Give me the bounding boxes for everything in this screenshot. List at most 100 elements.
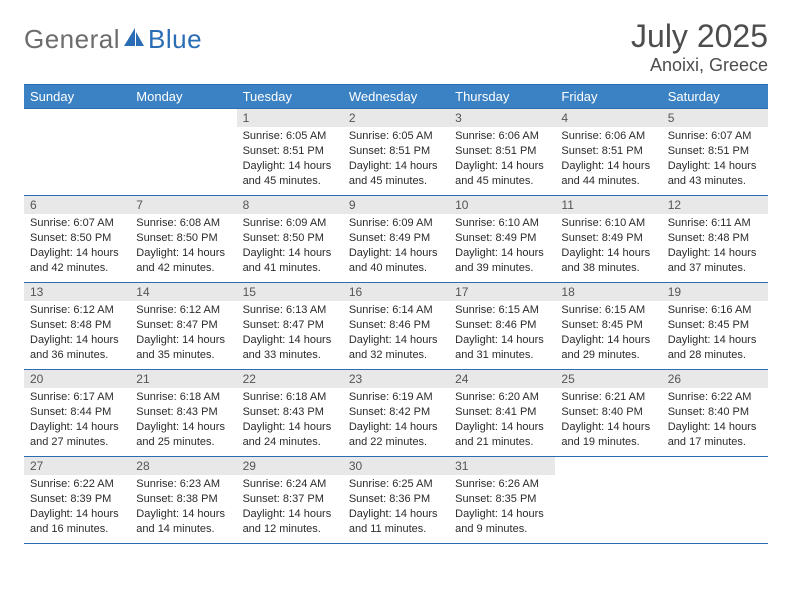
sunset-text: Sunset: 8:46 PM: [349, 318, 443, 333]
calendar-cell: 11Sunrise: 6:10 AMSunset: 8:49 PMDayligh…: [555, 196, 661, 283]
sunrise-text: Sunrise: 6:16 AM: [668, 303, 762, 318]
day-number: 12: [662, 196, 768, 214]
sunset-text: Sunset: 8:43 PM: [243, 405, 337, 420]
day-content: Sunrise: 6:23 AMSunset: 8:38 PMDaylight:…: [130, 475, 236, 540]
daylight-text: and 36 minutes.: [30, 348, 124, 363]
sunset-text: Sunset: 8:51 PM: [243, 144, 337, 159]
calendar-cell: [130, 109, 236, 196]
sunset-text: Sunset: 8:48 PM: [30, 318, 124, 333]
daylight-text: Daylight: 14 hours: [455, 333, 549, 348]
sunset-text: Sunset: 8:51 PM: [668, 144, 762, 159]
calendar-cell: 1Sunrise: 6:05 AMSunset: 8:51 PMDaylight…: [237, 109, 343, 196]
daylight-text: and 37 minutes.: [668, 261, 762, 276]
brand-name-1: General: [24, 24, 120, 55]
day-content: Sunrise: 6:17 AMSunset: 8:44 PMDaylight:…: [24, 388, 130, 453]
calendar-cell: [662, 457, 768, 544]
daylight-text: Daylight: 14 hours: [243, 333, 337, 348]
day-content: Sunrise: 6:22 AMSunset: 8:39 PMDaylight:…: [24, 475, 130, 540]
daylight-text: Daylight: 14 hours: [136, 246, 230, 261]
day-number: 28: [130, 457, 236, 475]
sunset-text: Sunset: 8:36 PM: [349, 492, 443, 507]
daylight-text: and 31 minutes.: [455, 348, 549, 363]
sunrise-text: Sunrise: 6:07 AM: [30, 216, 124, 231]
calendar-cell: 16Sunrise: 6:14 AMSunset: 8:46 PMDayligh…: [343, 283, 449, 370]
calendar-week-row: 1Sunrise: 6:05 AMSunset: 8:51 PMDaylight…: [24, 109, 768, 196]
daylight-text: and 21 minutes.: [455, 435, 549, 450]
sunrise-text: Sunrise: 6:05 AM: [349, 129, 443, 144]
weekday-header: Thursday: [449, 85, 555, 109]
sunrise-text: Sunrise: 6:24 AM: [243, 477, 337, 492]
daylight-text: and 17 minutes.: [668, 435, 762, 450]
calendar-cell: 8Sunrise: 6:09 AMSunset: 8:50 PMDaylight…: [237, 196, 343, 283]
calendar-cell: 23Sunrise: 6:19 AMSunset: 8:42 PMDayligh…: [343, 370, 449, 457]
sunset-text: Sunset: 8:45 PM: [561, 318, 655, 333]
sunset-text: Sunset: 8:44 PM: [30, 405, 124, 420]
day-content: Sunrise: 6:12 AMSunset: 8:48 PMDaylight:…: [24, 301, 130, 366]
sunrise-text: Sunrise: 6:17 AM: [30, 390, 124, 405]
day-number: 19: [662, 283, 768, 301]
sunrise-text: Sunrise: 6:18 AM: [243, 390, 337, 405]
calendar-week-row: 27Sunrise: 6:22 AMSunset: 8:39 PMDayligh…: [24, 457, 768, 544]
daylight-text: and 45 minutes.: [455, 174, 549, 189]
daylight-text: and 27 minutes.: [30, 435, 124, 450]
day-number: 3: [449, 109, 555, 127]
daylight-text: Daylight: 14 hours: [243, 246, 337, 261]
calendar-cell: 22Sunrise: 6:18 AMSunset: 8:43 PMDayligh…: [237, 370, 343, 457]
daylight-text: Daylight: 14 hours: [349, 246, 443, 261]
sunrise-text: Sunrise: 6:25 AM: [349, 477, 443, 492]
sunset-text: Sunset: 8:49 PM: [561, 231, 655, 246]
day-content: Sunrise: 6:16 AMSunset: 8:45 PMDaylight:…: [662, 301, 768, 366]
daylight-text: Daylight: 14 hours: [561, 333, 655, 348]
daylight-text: and 45 minutes.: [243, 174, 337, 189]
daylight-text: and 42 minutes.: [30, 261, 124, 276]
day-number: 13: [24, 283, 130, 301]
day-content: Sunrise: 6:08 AMSunset: 8:50 PMDaylight:…: [130, 214, 236, 279]
location: Anoixi, Greece: [631, 55, 768, 76]
calendar-table: SundayMondayTuesdayWednesdayThursdayFrid…: [24, 84, 768, 544]
daylight-text: Daylight: 14 hours: [561, 420, 655, 435]
calendar-cell: 27Sunrise: 6:22 AMSunset: 8:39 PMDayligh…: [24, 457, 130, 544]
day-content: Sunrise: 6:07 AMSunset: 8:51 PMDaylight:…: [662, 127, 768, 192]
calendar-cell: 29Sunrise: 6:24 AMSunset: 8:37 PMDayligh…: [237, 457, 343, 544]
calendar-cell: 20Sunrise: 6:17 AMSunset: 8:44 PMDayligh…: [24, 370, 130, 457]
sunrise-text: Sunrise: 6:08 AM: [136, 216, 230, 231]
day-content: Sunrise: 6:18 AMSunset: 8:43 PMDaylight:…: [130, 388, 236, 453]
daylight-text: and 44 minutes.: [561, 174, 655, 189]
day-number: 24: [449, 370, 555, 388]
calendar-cell: 9Sunrise: 6:09 AMSunset: 8:49 PMDaylight…: [343, 196, 449, 283]
weekday-header: Wednesday: [343, 85, 449, 109]
daylight-text: and 14 minutes.: [136, 522, 230, 537]
day-content: Sunrise: 6:25 AMSunset: 8:36 PMDaylight:…: [343, 475, 449, 540]
sunrise-text: Sunrise: 6:22 AM: [30, 477, 124, 492]
sunset-text: Sunset: 8:35 PM: [455, 492, 549, 507]
daylight-text: Daylight: 14 hours: [455, 246, 549, 261]
calendar-cell: 5Sunrise: 6:07 AMSunset: 8:51 PMDaylight…: [662, 109, 768, 196]
day-number: 21: [130, 370, 236, 388]
calendar-cell: [24, 109, 130, 196]
daylight-text: and 28 minutes.: [668, 348, 762, 363]
day-content: Sunrise: 6:22 AMSunset: 8:40 PMDaylight:…: [662, 388, 768, 453]
sunset-text: Sunset: 8:39 PM: [30, 492, 124, 507]
calendar-cell: 14Sunrise: 6:12 AMSunset: 8:47 PMDayligh…: [130, 283, 236, 370]
sunset-text: Sunset: 8:50 PM: [243, 231, 337, 246]
sunset-text: Sunset: 8:48 PM: [668, 231, 762, 246]
calendar-cell: 25Sunrise: 6:21 AMSunset: 8:40 PMDayligh…: [555, 370, 661, 457]
daylight-text: and 43 minutes.: [668, 174, 762, 189]
calendar-cell: 3Sunrise: 6:06 AMSunset: 8:51 PMDaylight…: [449, 109, 555, 196]
daylight-text: Daylight: 14 hours: [30, 507, 124, 522]
daylight-text: and 25 minutes.: [136, 435, 230, 450]
day-number: 14: [130, 283, 236, 301]
sunrise-text: Sunrise: 6:15 AM: [561, 303, 655, 318]
daylight-text: Daylight: 14 hours: [136, 333, 230, 348]
calendar-cell: 17Sunrise: 6:15 AMSunset: 8:46 PMDayligh…: [449, 283, 555, 370]
day-number: 30: [343, 457, 449, 475]
sunrise-text: Sunrise: 6:19 AM: [349, 390, 443, 405]
sunrise-text: Sunrise: 6:14 AM: [349, 303, 443, 318]
daylight-text: Daylight: 14 hours: [243, 507, 337, 522]
sunset-text: Sunset: 8:47 PM: [136, 318, 230, 333]
day-number: 5: [662, 109, 768, 127]
sunset-text: Sunset: 8:38 PM: [136, 492, 230, 507]
daylight-text: Daylight: 14 hours: [136, 507, 230, 522]
title-block: July 2025 Anoixi, Greece: [631, 18, 768, 76]
brand-logo: General Blue: [24, 24, 202, 55]
